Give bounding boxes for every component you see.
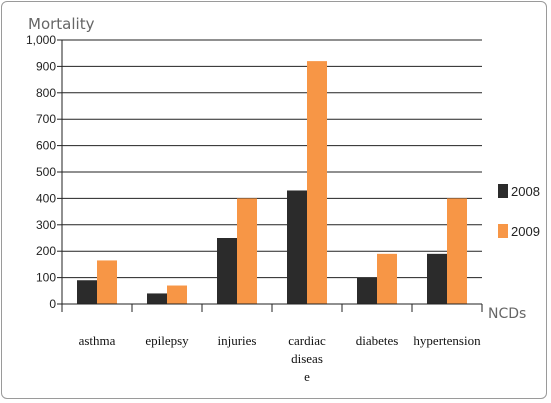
x-category-labels: asthma epilepsy injuries cardiac diseas e diab… (79, 333, 481, 384)
y-tick-labels: 0 100 200 300 400 500 600 700 800 900 1,000 (26, 33, 56, 311)
x-category-label-cardiac-diseas-e: cardiac diseas e (288, 333, 326, 384)
x-category-label-asthma: asthma (79, 333, 116, 348)
bar-2008-cardiac-diseas-e (287, 190, 307, 304)
bar-2008-injuries (217, 238, 237, 304)
bar-2009-diabetes (377, 253, 397, 304)
bar-2008-asthma (77, 280, 97, 304)
bar-2008-epilepsy (147, 293, 167, 304)
y-tick-label-800: 800 (36, 86, 56, 100)
bar-2009-hypertension (447, 198, 467, 304)
y-tick-label-400: 400 (36, 191, 56, 205)
legend-label-2008: 2008 (511, 184, 540, 199)
y-tick-label-500: 500 (36, 165, 56, 179)
y-tick-label-900: 900 (36, 59, 56, 73)
y-tick-label-200: 200 (36, 244, 56, 258)
bar-2008-diabetes (357, 277, 377, 304)
legend-swatch-2009 (498, 224, 508, 238)
x-category-label-hypertension: hypertension (413, 333, 481, 348)
bars (77, 61, 467, 305)
y-tick-label-300: 300 (36, 218, 56, 232)
x-axis-label: NCDs (488, 306, 526, 322)
legend-label-2009: 2009 (511, 224, 540, 239)
y-axis-label: Mortality (28, 15, 95, 33)
bar-2009-epilepsy (167, 285, 187, 304)
y-tick-label-0: 0 (49, 297, 56, 311)
y-tick-label-100: 100 (36, 271, 56, 285)
bar-2009-cardiac-diseas-e (307, 61, 327, 305)
y-tick-label-600: 600 (36, 139, 56, 153)
y-tick-label-1000: 1,000 (26, 33, 56, 47)
y-tick-label-700: 700 (36, 112, 56, 126)
bar-2009-asthma (97, 260, 117, 304)
legend-swatch-2008 (498, 184, 508, 198)
bar-2008-hypertension (427, 253, 447, 304)
x-category-label-injuries: injuries (218, 333, 257, 348)
bar-2009-injuries (237, 198, 257, 304)
axes (61, 40, 483, 312)
x-category-label-epilepsy: epilepsy (145, 333, 189, 348)
gridlines (57, 39, 482, 305)
x-category-label-diabetes: diabetes (356, 333, 399, 348)
legend: 2008 2009 (498, 184, 540, 239)
